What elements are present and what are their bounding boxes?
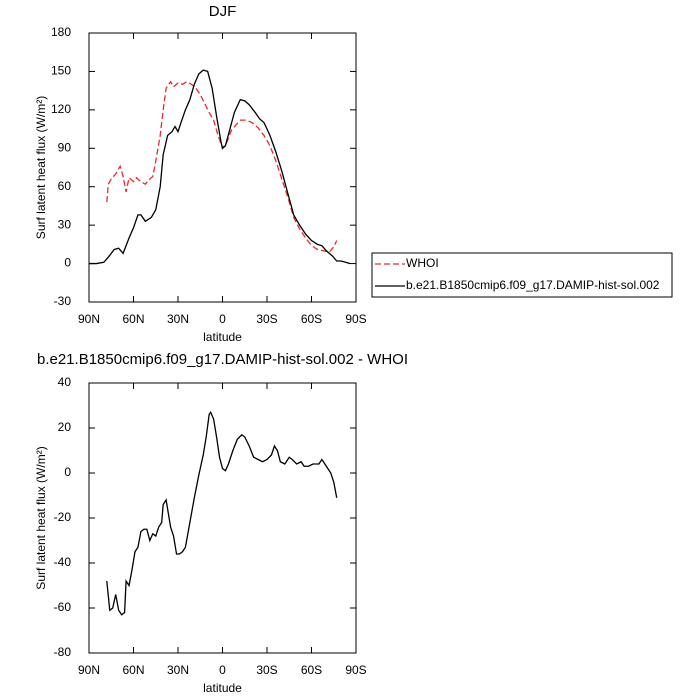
y-tick-label: 60: [58, 179, 72, 193]
data-line: [89, 69, 351, 265]
x-tick-label: 0: [219, 663, 226, 677]
y-tick-label: 120: [51, 102, 71, 116]
x-tick-label: 60N: [122, 663, 144, 677]
x-tick-label: 30N: [167, 312, 189, 326]
y-tick-label: -20: [54, 510, 72, 524]
legend-box: [371, 252, 673, 298]
y-tick-label: -80: [54, 645, 72, 659]
chart-title: DJF: [209, 3, 237, 20]
y-tick-label: 20: [58, 420, 72, 434]
y-axis-label: Surf latent heat flux (W/m²): [34, 96, 48, 239]
y-tick-label: 0: [64, 465, 71, 479]
x-tick-label: 30S: [256, 663, 277, 677]
chart-title: b.e21.B1850cmip6.f09_g17.DAMIP-hist-sol.…: [37, 351, 408, 368]
y-tick-label: 0: [64, 256, 71, 270]
y-tick-label: 40: [58, 375, 72, 389]
x-tick-label: 60N: [122, 312, 144, 326]
x-tick-label: 30S: [256, 312, 277, 326]
y-tick-label: -30: [54, 294, 72, 308]
x-axis-label: latitude: [203, 681, 242, 695]
x-axis-label: latitude: [203, 330, 242, 344]
legend-label: WHOI: [406, 256, 439, 270]
x-tick-label: 30N: [167, 663, 189, 677]
y-tick-label: 30: [58, 217, 72, 231]
y-tick-label: -40: [54, 555, 72, 569]
legend-label: b.e21.B1850cmip6.f09_g17.DAMIP-hist-sol.…: [406, 278, 660, 292]
y-tick-label: 180: [51, 25, 71, 39]
y-tick-label: 90: [58, 140, 72, 154]
plot-frame: [88, 32, 357, 303]
data-line: [106, 80, 338, 253]
x-tick-label: 60S: [301, 663, 322, 677]
x-tick-label: 90S: [345, 663, 366, 677]
x-tick-label: 90N: [78, 312, 100, 326]
x-tick-label: 90S: [345, 312, 366, 326]
x-tick-label: 90N: [78, 663, 100, 677]
y-tick-label: -60: [54, 600, 72, 614]
data-line: [106, 410, 338, 616]
y-tick-label: 150: [51, 64, 71, 78]
plot-frame: [88, 382, 357, 654]
x-tick-label: 0: [219, 312, 226, 326]
x-tick-label: 60S: [301, 312, 322, 326]
y-axis-label: Surf latent heat flux (W/m²): [34, 446, 48, 589]
